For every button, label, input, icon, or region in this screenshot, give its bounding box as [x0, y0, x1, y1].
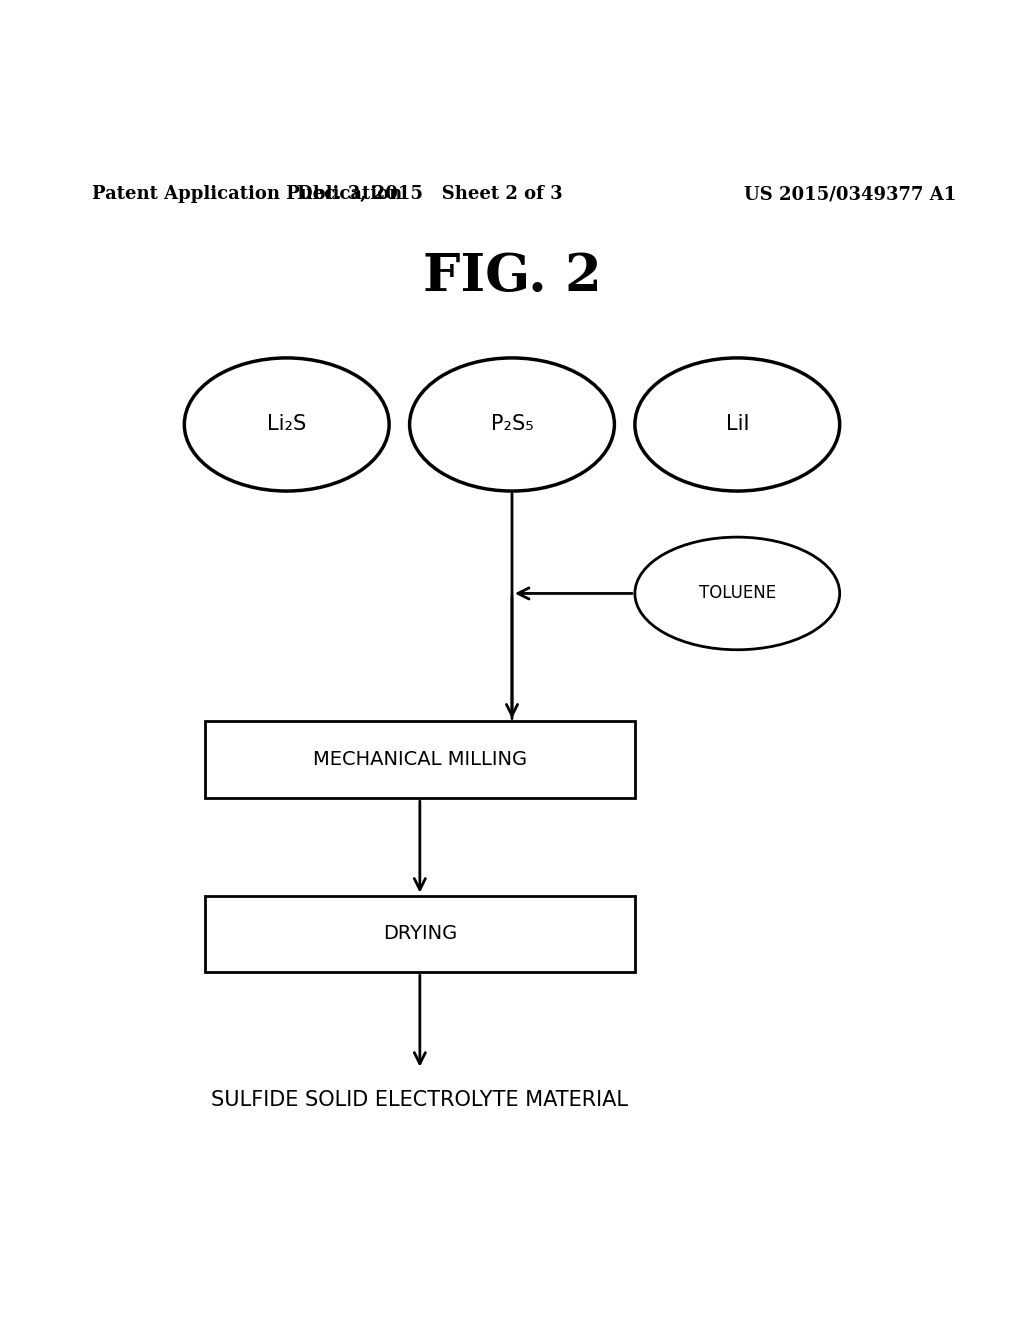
Text: FIG. 2: FIG. 2: [423, 251, 601, 301]
Ellipse shape: [410, 358, 614, 491]
Text: LiI: LiI: [726, 414, 749, 434]
Text: Li₂S: Li₂S: [267, 414, 306, 434]
Text: Patent Application Publication: Patent Application Publication: [92, 185, 402, 203]
Text: DRYING: DRYING: [383, 924, 457, 944]
FancyBboxPatch shape: [205, 895, 635, 973]
Ellipse shape: [635, 358, 840, 491]
Text: P₂S₅: P₂S₅: [490, 414, 534, 434]
Text: SULFIDE SOLID ELECTROLYTE MATERIAL: SULFIDE SOLID ELECTROLYTE MATERIAL: [211, 1090, 629, 1110]
Text: TOLUENE: TOLUENE: [698, 585, 776, 602]
Text: MECHANICAL MILLING: MECHANICAL MILLING: [312, 750, 527, 770]
Text: US 2015/0349377 A1: US 2015/0349377 A1: [743, 185, 956, 203]
Ellipse shape: [184, 358, 389, 491]
Text: Dec. 3, 2015   Sheet 2 of 3: Dec. 3, 2015 Sheet 2 of 3: [297, 185, 563, 203]
FancyBboxPatch shape: [205, 722, 635, 799]
Ellipse shape: [635, 537, 840, 649]
